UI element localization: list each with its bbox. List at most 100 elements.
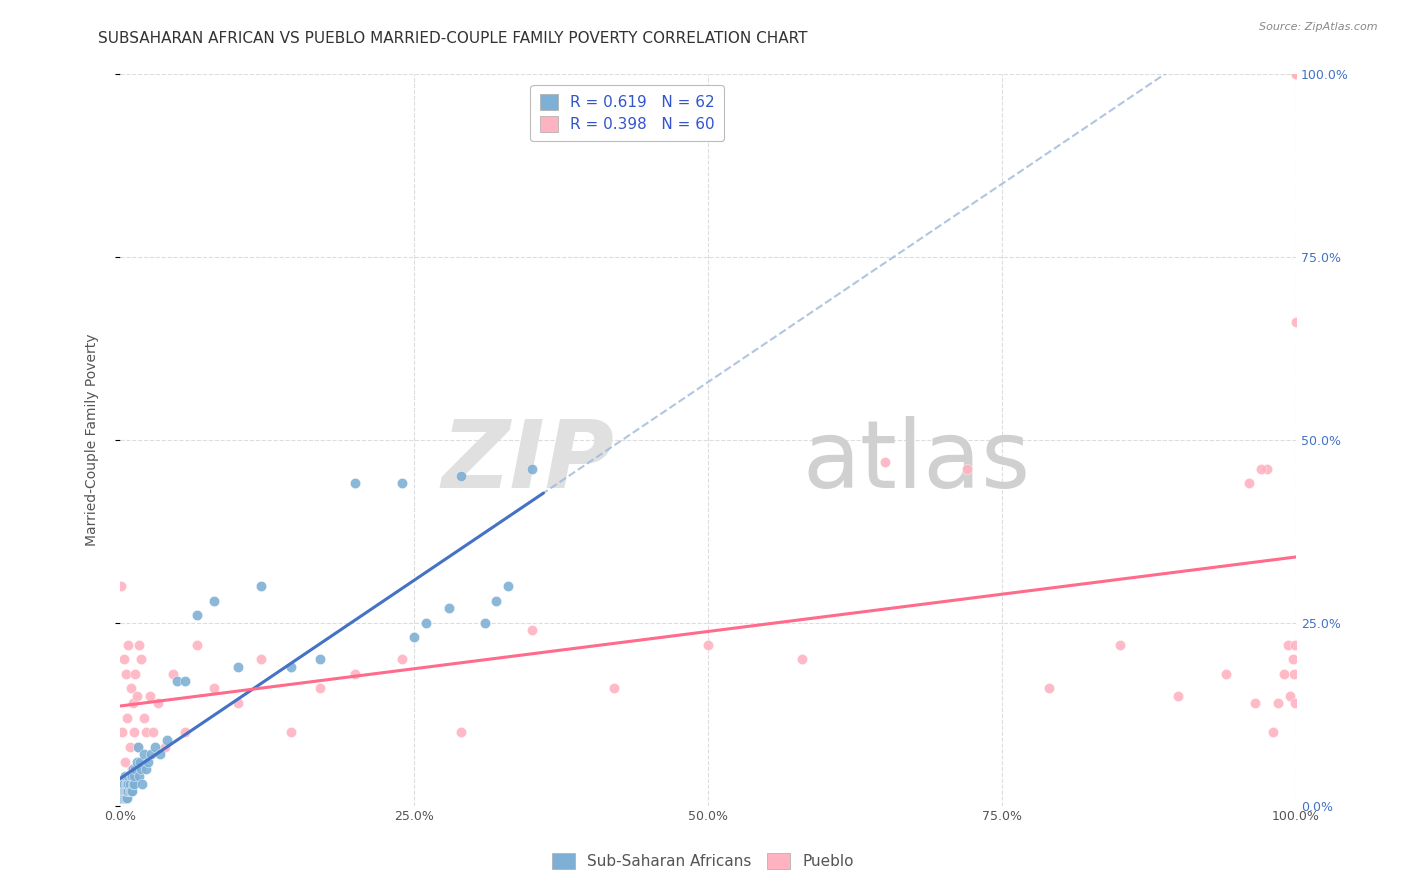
Point — [1261, 725, 1284, 739]
Point — [118, 740, 141, 755]
Point — [166, 674, 188, 689]
Point — [135, 762, 157, 776]
Point — [115, 777, 138, 791]
Point — [1284, 696, 1306, 710]
Point — [124, 762, 146, 776]
Point — [450, 469, 472, 483]
Point — [496, 579, 519, 593]
Point — [125, 755, 148, 769]
Point — [391, 476, 413, 491]
Point — [186, 608, 208, 623]
Legend: Sub-Saharan Africans, Pueblo: Sub-Saharan Africans, Pueblo — [546, 847, 860, 875]
Point — [132, 711, 155, 725]
Point — [122, 696, 145, 710]
Point — [121, 769, 143, 783]
Point — [115, 791, 138, 805]
Y-axis label: Married-Couple Family Poverty: Married-Couple Family Poverty — [86, 334, 100, 546]
Point — [697, 638, 720, 652]
Point — [603, 681, 626, 696]
Point — [250, 652, 273, 666]
Point — [1267, 696, 1289, 710]
Point — [117, 777, 139, 791]
Point — [1285, 66, 1308, 80]
Point — [149, 747, 172, 762]
Point — [114, 791, 136, 805]
Point — [280, 725, 302, 739]
Point — [112, 652, 135, 666]
Point — [117, 638, 139, 652]
Legend: R = 0.619   N = 62, R = 0.398   N = 60: R = 0.619 N = 62, R = 0.398 N = 60 — [530, 85, 724, 141]
Point — [114, 769, 136, 783]
Point — [120, 784, 142, 798]
Point — [122, 777, 145, 791]
Point — [111, 777, 134, 791]
Point — [250, 579, 273, 593]
Point — [138, 755, 160, 769]
Point — [111, 784, 134, 798]
Point — [135, 725, 157, 739]
Point — [125, 689, 148, 703]
Point — [1285, 66, 1308, 80]
Point — [139, 747, 162, 762]
Point — [122, 725, 145, 739]
Point — [129, 762, 152, 776]
Point — [1038, 681, 1060, 696]
Point — [1282, 666, 1305, 681]
Point — [128, 638, 150, 652]
Point — [344, 476, 367, 491]
Point — [129, 652, 152, 666]
Point — [127, 740, 149, 755]
Point — [112, 784, 135, 798]
Point — [132, 747, 155, 762]
Point — [1281, 652, 1303, 666]
Point — [280, 659, 302, 673]
Point — [404, 630, 426, 644]
Point — [173, 674, 195, 689]
Point — [956, 462, 979, 476]
Point — [122, 762, 145, 776]
Text: atlas: atlas — [803, 416, 1031, 508]
Point — [344, 666, 367, 681]
Point — [1284, 638, 1306, 652]
Point — [474, 615, 496, 630]
Point — [1272, 666, 1295, 681]
Point — [226, 696, 249, 710]
Point — [121, 784, 143, 798]
Text: SUBSAHARAN AFRICAN VS PUEBLO MARRIED-COUPLE FAMILY POVERTY CORRELATION CHART: SUBSAHARAN AFRICAN VS PUEBLO MARRIED-COU… — [98, 31, 808, 46]
Point — [142, 725, 165, 739]
Point — [1244, 696, 1267, 710]
Point — [138, 689, 160, 703]
Point — [117, 784, 139, 798]
Point — [520, 462, 543, 476]
Point — [156, 732, 179, 747]
Point — [112, 791, 135, 805]
Point — [1279, 689, 1302, 703]
Point — [115, 784, 138, 798]
Point — [1237, 476, 1260, 491]
Point — [112, 777, 135, 791]
Point — [120, 681, 142, 696]
Point — [127, 740, 149, 755]
Point — [792, 652, 814, 666]
Point — [124, 666, 146, 681]
Point — [415, 615, 437, 630]
Point — [121, 762, 143, 776]
Point — [114, 784, 136, 798]
Point — [110, 784, 132, 798]
Point — [1167, 689, 1189, 703]
Point — [146, 696, 169, 710]
Point — [122, 769, 145, 783]
Point — [131, 777, 153, 791]
Point — [115, 791, 138, 805]
Point — [115, 666, 138, 681]
Point — [226, 659, 249, 673]
Point — [873, 454, 896, 468]
Point — [309, 652, 332, 666]
Point — [122, 777, 145, 791]
Point — [391, 652, 413, 666]
Point — [114, 755, 136, 769]
Point — [162, 666, 184, 681]
Point — [1108, 638, 1130, 652]
Point — [485, 593, 508, 607]
Point — [439, 601, 461, 615]
